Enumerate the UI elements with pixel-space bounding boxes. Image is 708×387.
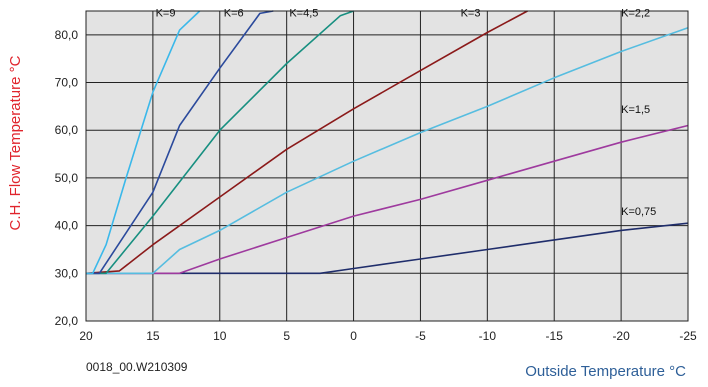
x-tick-label: -25 [679, 329, 697, 343]
series-line-k-4-5 [86, 10, 354, 275]
x-tick-label: -10 [479, 329, 497, 343]
curve-label-k-6: K=6 [224, 8, 244, 20]
series-lines [85, 10, 689, 275]
series-line-k-3 [85, 10, 528, 275]
y-tick-label: 40,0 [55, 219, 79, 233]
x-tick-label: -15 [546, 329, 564, 343]
curve-label-k-3: K=3 [461, 8, 481, 20]
x-tick-label: 10 [213, 329, 227, 343]
curve-label-k-2-2: K=2,2 [621, 8, 650, 20]
curve-label-k-1-5: K=1,5 [621, 104, 650, 116]
y-axis-label: C.H. Flow Temperature °C [7, 55, 24, 231]
series-line-k-9 [86, 10, 201, 275]
curve-label-k-4-5: K=4,5 [289, 8, 318, 20]
series-line-k-1-5 [86, 124, 689, 275]
curve-labels: K=9 K=6 K=4,5 K=3 K=2,2 K=1,5 K=0,75 [156, 8, 657, 218]
curve-label-k-0-75: K=0,75 [621, 206, 656, 218]
y-tick-label: 20,0 [55, 314, 79, 328]
figure-code: 0018_00.W210309 [86, 360, 188, 374]
y-tick-label: 60,0 [55, 123, 79, 137]
x-tick-label: 15 [146, 329, 160, 343]
y-tick-label: 80,0 [55, 28, 79, 42]
x-tick-label: 0 [350, 329, 357, 343]
plot-border [85, 10, 689, 322]
curve-label-k-9: K=9 [156, 8, 176, 20]
tick-labels: 20 15 10 5 0 -5 -10 -15 -20 -25 20,0 30,0 40,0 50,0 60… [55, 28, 697, 343]
x-tick-label: -20 [612, 329, 630, 343]
x-tick-label: 5 [283, 329, 290, 343]
plot-area [86, 11, 688, 321]
x-tick-label: 20 [79, 329, 93, 343]
y-tick-label: 30,0 [55, 266, 79, 280]
series-line-k-2-2 [86, 26, 689, 275]
x-tick-label: -5 [415, 329, 426, 343]
x-axis-label: Outside Temperature °C [525, 363, 686, 380]
series-line-k-0-75 [86, 222, 689, 275]
series-line-k-6 [86, 10, 274, 275]
y-tick-label: 70,0 [55, 76, 79, 90]
y-tick-label: 50,0 [55, 171, 79, 185]
